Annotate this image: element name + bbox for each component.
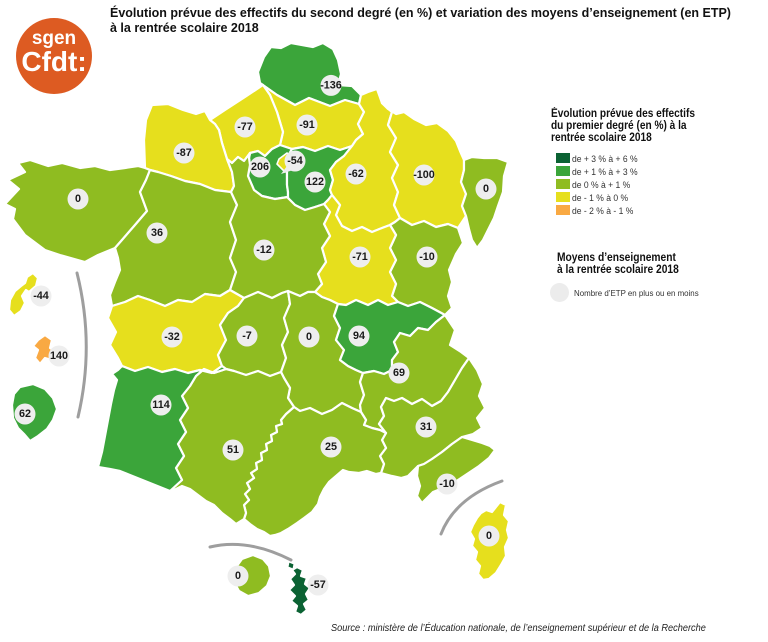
svg-text:-71: -71: [352, 251, 368, 263]
svg-text:25: 25: [325, 441, 337, 453]
svg-text:0: 0: [75, 193, 81, 205]
svg-text:62: 62: [19, 408, 31, 420]
svg-text:-136: -136: [320, 79, 342, 91]
svg-text:0: 0: [235, 570, 241, 582]
svg-text:-12: -12: [256, 244, 272, 256]
svg-text:122: 122: [306, 176, 324, 188]
svg-text:114: 114: [152, 399, 169, 411]
svg-text:-62: -62: [348, 168, 364, 180]
svg-text:-32: -32: [164, 331, 180, 343]
svg-text:-57: -57: [310, 579, 326, 591]
svg-text:94: 94: [353, 330, 365, 342]
svg-text:36: 36: [151, 227, 163, 239]
svg-text:-91: -91: [299, 119, 315, 131]
svg-text:-10: -10: [439, 478, 455, 490]
svg-text:-77: -77: [237, 121, 253, 133]
svg-text:69: 69: [393, 367, 405, 379]
svg-text:-54: -54: [287, 155, 303, 167]
svg-text:31: 31: [420, 421, 432, 433]
svg-text:-7: -7: [242, 330, 252, 342]
svg-text:-87: -87: [176, 147, 192, 159]
svg-text:-100: -100: [413, 169, 435, 181]
svg-text:206: 206: [251, 161, 269, 173]
svg-text:0: 0: [483, 183, 489, 195]
svg-text:0: 0: [486, 530, 492, 542]
svg-text:0: 0: [306, 331, 312, 343]
svg-text:-44: -44: [33, 290, 49, 302]
svg-text:-10: -10: [419, 251, 435, 263]
svg-text:140: 140: [50, 350, 68, 362]
svg-text:51: 51: [227, 444, 239, 456]
